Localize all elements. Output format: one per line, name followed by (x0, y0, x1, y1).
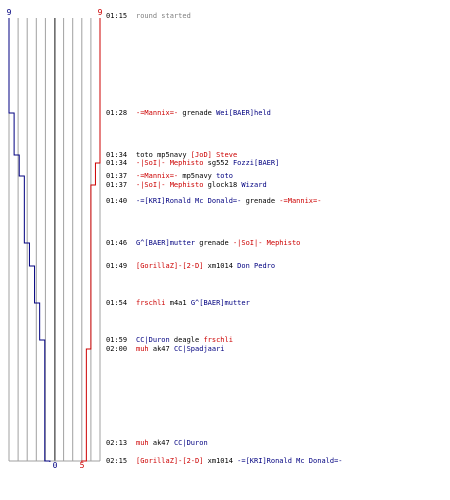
event-part: -|SoI|- Mephisto (136, 181, 203, 189)
event-text: muh ak47 CC|Duron (136, 439, 208, 447)
event-part: -=Mannix=- (136, 109, 178, 117)
event-part: Wei[BAER]held (216, 109, 271, 117)
event-text: -|SoI|- Mephisto sg552 Fozzi[BAER] (136, 159, 279, 167)
event-part: [GorillaZ]-[2-D] (136, 262, 203, 270)
event-part: -|SoI|- Mephisto (233, 239, 300, 247)
event-part: frschli (136, 299, 166, 307)
event-part: mp5navy (153, 151, 191, 159)
event-part: toto (216, 172, 233, 180)
event-part: CC|Duron (174, 439, 208, 447)
event-time: 01:59 (106, 336, 127, 344)
red-end-label: 5 (80, 461, 85, 470)
red-start-label: 9 (98, 8, 103, 17)
event-part: glock18 (203, 181, 241, 189)
event-text: frschli m4a1 G^[BAER]mutter (136, 299, 250, 307)
event-time: 01:28 (106, 109, 127, 117)
event-part: muh (136, 345, 149, 353)
event-part: toto (136, 151, 153, 159)
event-part: mp5navy (178, 172, 216, 180)
red-series-line (81, 18, 101, 462)
event-part: m4a1 (166, 299, 191, 307)
event-time: 02:15 (106, 457, 127, 465)
event-part: round started (136, 12, 191, 20)
event-part: -=Mannix=- (279, 197, 321, 205)
event-text: G^[BAER]mutter grenade -|SoI|- Mephisto (136, 239, 300, 247)
event-time: 01:40 (106, 197, 127, 205)
event-part: ak47 (149, 439, 174, 447)
event-part: G^[BAER]mutter (136, 239, 195, 247)
event-time: 01:49 (106, 262, 127, 270)
event-part: -=[KRI]Ronald Mc Donald=- (237, 457, 342, 465)
event-part: grenade (178, 109, 216, 117)
event-part: xm1014 (203, 457, 237, 465)
event-part: CC|Spadjaari (174, 345, 225, 353)
event-part: deagle (170, 336, 204, 344)
event-text: -=[KRI]Ronald Mc Donald=- grenade -=Mann… (136, 197, 321, 205)
event-time: 01:37 (106, 181, 127, 189)
event-part: ak47 (149, 345, 174, 353)
event-time: 01:37 (106, 172, 127, 180)
blue-series-line (8, 18, 51, 462)
event-text: -=Mannix=- grenade Wei[BAER]held (136, 109, 271, 117)
event-part: -=Mannix=- (136, 172, 178, 180)
event-part: Don Pedro (237, 262, 275, 270)
event-time: 01:34 (106, 159, 127, 167)
event-text: toto mp5navy [JoD] Steve (136, 151, 237, 159)
event-time: 01:34 (106, 151, 127, 159)
blue-end-label: 0 (53, 461, 58, 470)
event-part: frschli (203, 336, 233, 344)
event-part: -=[KRI]Ronald Mc Donald=- (136, 197, 241, 205)
event-text: CC|Duron deagle frschli (136, 336, 233, 344)
event-part: Wizard (241, 181, 266, 189)
event-time: 01:54 (106, 299, 127, 307)
event-part: xm1014 (203, 262, 237, 270)
tick-labels: 9 9 0 5 (7, 8, 103, 470)
event-part: -|SoI|- Mephisto (136, 159, 203, 167)
event-part: Fozzi[BAER] (233, 159, 279, 167)
event-time: 01:46 (106, 239, 127, 247)
event-text: [GorillaZ]-[2-D] xm1014 Don Pedro (136, 262, 275, 270)
event-part: [GorillaZ]-[2-D] (136, 457, 203, 465)
blue-start-label: 9 (7, 8, 12, 17)
event-time: 01:15 (106, 12, 127, 20)
event-part: grenade (241, 197, 279, 205)
event-time: 02:13 (106, 439, 127, 447)
event-part: muh (136, 439, 149, 447)
event-log: 01:15 round started 01:28 -=Mannix=- grenad… (106, 12, 343, 465)
series-lines (8, 18, 101, 462)
event-part: CC|Duron (136, 336, 170, 344)
event-part: G^[BAER]mutter (191, 299, 250, 307)
event-text: [GorillaZ]-[2-D] xm1014 -=[KRI]Ronald Mc… (136, 457, 343, 465)
event-text: -|SoI|- Mephisto glock18 Wizard (136, 181, 267, 189)
event-part: grenade (195, 239, 233, 247)
event-text: round started (136, 12, 191, 20)
event-part: [JoD] Steve (191, 151, 237, 159)
event-time: 02:00 (106, 345, 127, 353)
event-text: muh ak47 CC|Spadjaari (136, 345, 225, 353)
event-part: sg552 (203, 159, 233, 167)
event-text: -=Mannix=- mp5navy toto (136, 172, 233, 180)
